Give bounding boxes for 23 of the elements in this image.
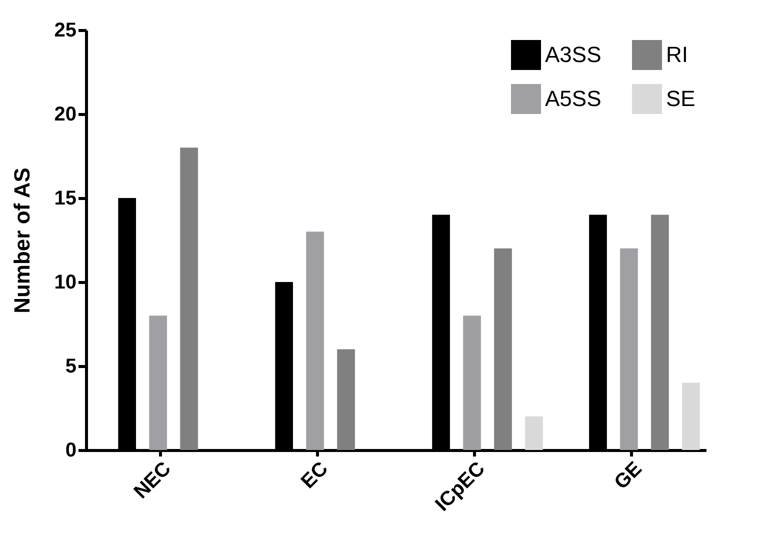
bar [682, 382, 700, 450]
legend-label: SE [666, 86, 696, 111]
legend-label: RI [666, 42, 688, 67]
bar [651, 214, 669, 450]
y-tick-label: 25 [54, 20, 76, 42]
y-tick-label: 0 [65, 440, 76, 462]
bar [180, 148, 198, 450]
bar [463, 316, 481, 450]
bar [494, 248, 512, 450]
bar [620, 248, 638, 450]
bar [306, 232, 324, 450]
y-tick-label: 20 [54, 104, 76, 126]
x-tick-label: GE [610, 458, 646, 494]
y-axis-title: Number of AS [9, 168, 34, 314]
y-tick-label: 15 [54, 188, 76, 210]
legend-label: A5SS [545, 86, 602, 111]
y-tick-label: 10 [54, 272, 76, 294]
bar [525, 416, 543, 450]
y-tick-label: 5 [65, 356, 76, 378]
x-tick-label: EC [297, 458, 332, 494]
bar [149, 316, 167, 450]
bar [337, 349, 355, 450]
legend-label: A3SS [545, 42, 602, 67]
